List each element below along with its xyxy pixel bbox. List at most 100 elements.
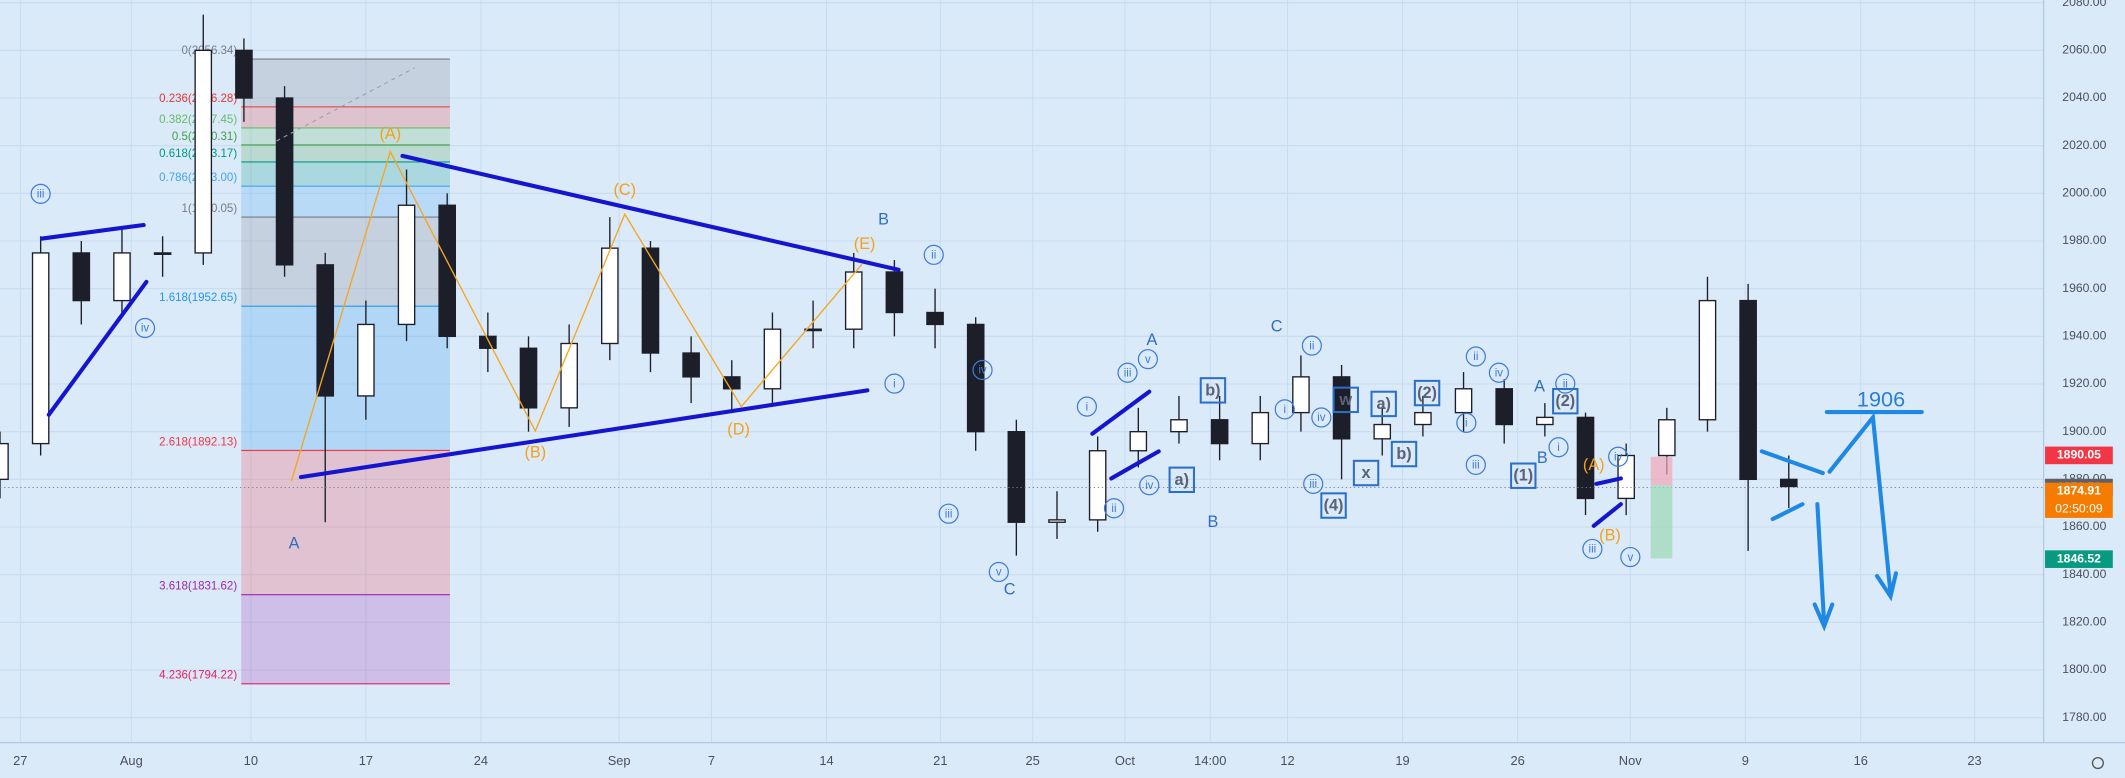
candle-body: [1454, 388, 1473, 414]
wave-circle: [1465, 454, 1486, 475]
candle-body: [926, 311, 944, 326]
wave-circle: [1608, 446, 1629, 467]
wave-label: v: [1145, 354, 1151, 366]
candle-body: [357, 323, 375, 397]
candle-body: [560, 342, 578, 409]
candle-body: [1251, 411, 1270, 445]
x-tick-label: 27: [13, 753, 27, 768]
wave-circle: [938, 503, 959, 524]
wave-label: ii: [1473, 351, 1478, 363]
wave-label: (4): [1324, 497, 1344, 515]
fib-label: 4.236(1794.22): [159, 670, 237, 682]
fib-zone: [241, 127, 450, 145]
candle-body: [601, 247, 619, 345]
x-tick-label: 16: [1854, 753, 1868, 768]
x-tick-label: 25: [1025, 753, 1039, 768]
candle-body: [479, 335, 497, 349]
candle-body: [31, 252, 50, 445]
y-tick-label: 2020.00: [2062, 138, 2106, 152]
forecast: [1759, 410, 1924, 632]
arrow-head: [1874, 571, 1898, 602]
wave-label: iii: [37, 189, 45, 201]
wave-label: (1): [1513, 467, 1533, 485]
fib-zone: [241, 59, 450, 107]
arrow: [1815, 502, 1827, 626]
candle-body: [1414, 411, 1432, 426]
wave-circle: [1456, 412, 1477, 433]
wave-circle: [1303, 473, 1324, 494]
wave-label: iv: [1495, 367, 1504, 379]
wave-circle: [1139, 475, 1160, 496]
wave-label: (E): [854, 235, 876, 253]
position-profit: [1650, 485, 1673, 559]
wave-label: b): [1205, 381, 1220, 399]
wave-label: iv: [1317, 412, 1326, 424]
wave-label: ii: [1111, 503, 1116, 515]
wave-circle: [1620, 546, 1641, 568]
wave-label: (A): [379, 125, 401, 143]
price-tag: [2045, 550, 2113, 568]
wave-label: A: [1534, 377, 1545, 395]
y-tick-label: 1860.00: [2062, 519, 2106, 533]
trend-line: [1594, 476, 1623, 486]
wave-circle: [1137, 349, 1158, 370]
trend-line: [39, 222, 146, 241]
trend-line: [1759, 449, 1825, 476]
wave-circle: [1117, 362, 1138, 383]
trend-line: [1591, 502, 1623, 528]
fib-label: 2.618(1892.13): [159, 436, 237, 448]
candle-body: [1292, 376, 1310, 414]
wave-label: (B): [1599, 526, 1621, 544]
wave-circle: [972, 359, 993, 381]
wave-label: i: [1465, 418, 1468, 430]
wave-label: i: [893, 378, 896, 390]
wave-label: i: [1557, 442, 1560, 454]
wave-label: iv: [141, 323, 150, 335]
candle-body: [275, 97, 294, 266]
wave-box: [1332, 386, 1359, 414]
wave-box: [1352, 459, 1380, 487]
wave-label: (2): [1555, 392, 1575, 410]
y-tick-label: 1960.00: [2062, 281, 2106, 295]
y-tick-label: 2040.00: [2062, 90, 2106, 104]
wave-label: v: [996, 567, 1002, 579]
zigzag: [290, 150, 863, 482]
x-tick-label: 23: [1967, 753, 1981, 768]
wave-label: iii: [1124, 367, 1132, 379]
wave-circle: [1548, 437, 1569, 458]
candle-body: [682, 352, 700, 378]
wave-circle: [1301, 335, 1322, 356]
settings-icon[interactable]: [2091, 756, 2104, 770]
x-tick-label: 21: [933, 753, 947, 768]
y-tick-label: 1920.00: [2062, 376, 2106, 390]
fib-zone: [241, 106, 450, 128]
wave-label: 1906: [1857, 386, 1905, 411]
wave-label: w: [1338, 391, 1352, 409]
wave-label: ii: [1563, 378, 1568, 390]
wave-label: (D): [727, 421, 750, 439]
wave-label: A: [1147, 331, 1158, 349]
candle-body: [0, 442, 9, 481]
x-tick-label: Sep: [608, 753, 631, 768]
wave-label: B: [1537, 449, 1548, 467]
wave-label: (B): [524, 444, 546, 462]
y-tick-label: 2000.00: [2062, 186, 2106, 200]
x-tick-label: 24: [474, 753, 488, 768]
wave-label: B: [1208, 513, 1219, 531]
wave-label: iv: [1614, 451, 1623, 463]
drawings: [39, 67, 1924, 632]
wave-circle: [1465, 346, 1486, 367]
candle-body: [438, 204, 457, 338]
wave-circle: [30, 183, 51, 204]
candle-body: [1536, 416, 1554, 426]
wave-circle: [988, 561, 1009, 583]
candle-body: [1129, 431, 1148, 452]
x-tick-label: Nov: [1619, 753, 1642, 768]
wave-label: iv: [978, 365, 987, 377]
wave-label: iii: [1472, 460, 1480, 472]
x-tick-label: 17: [359, 753, 373, 768]
wave-box: [1320, 492, 1347, 519]
